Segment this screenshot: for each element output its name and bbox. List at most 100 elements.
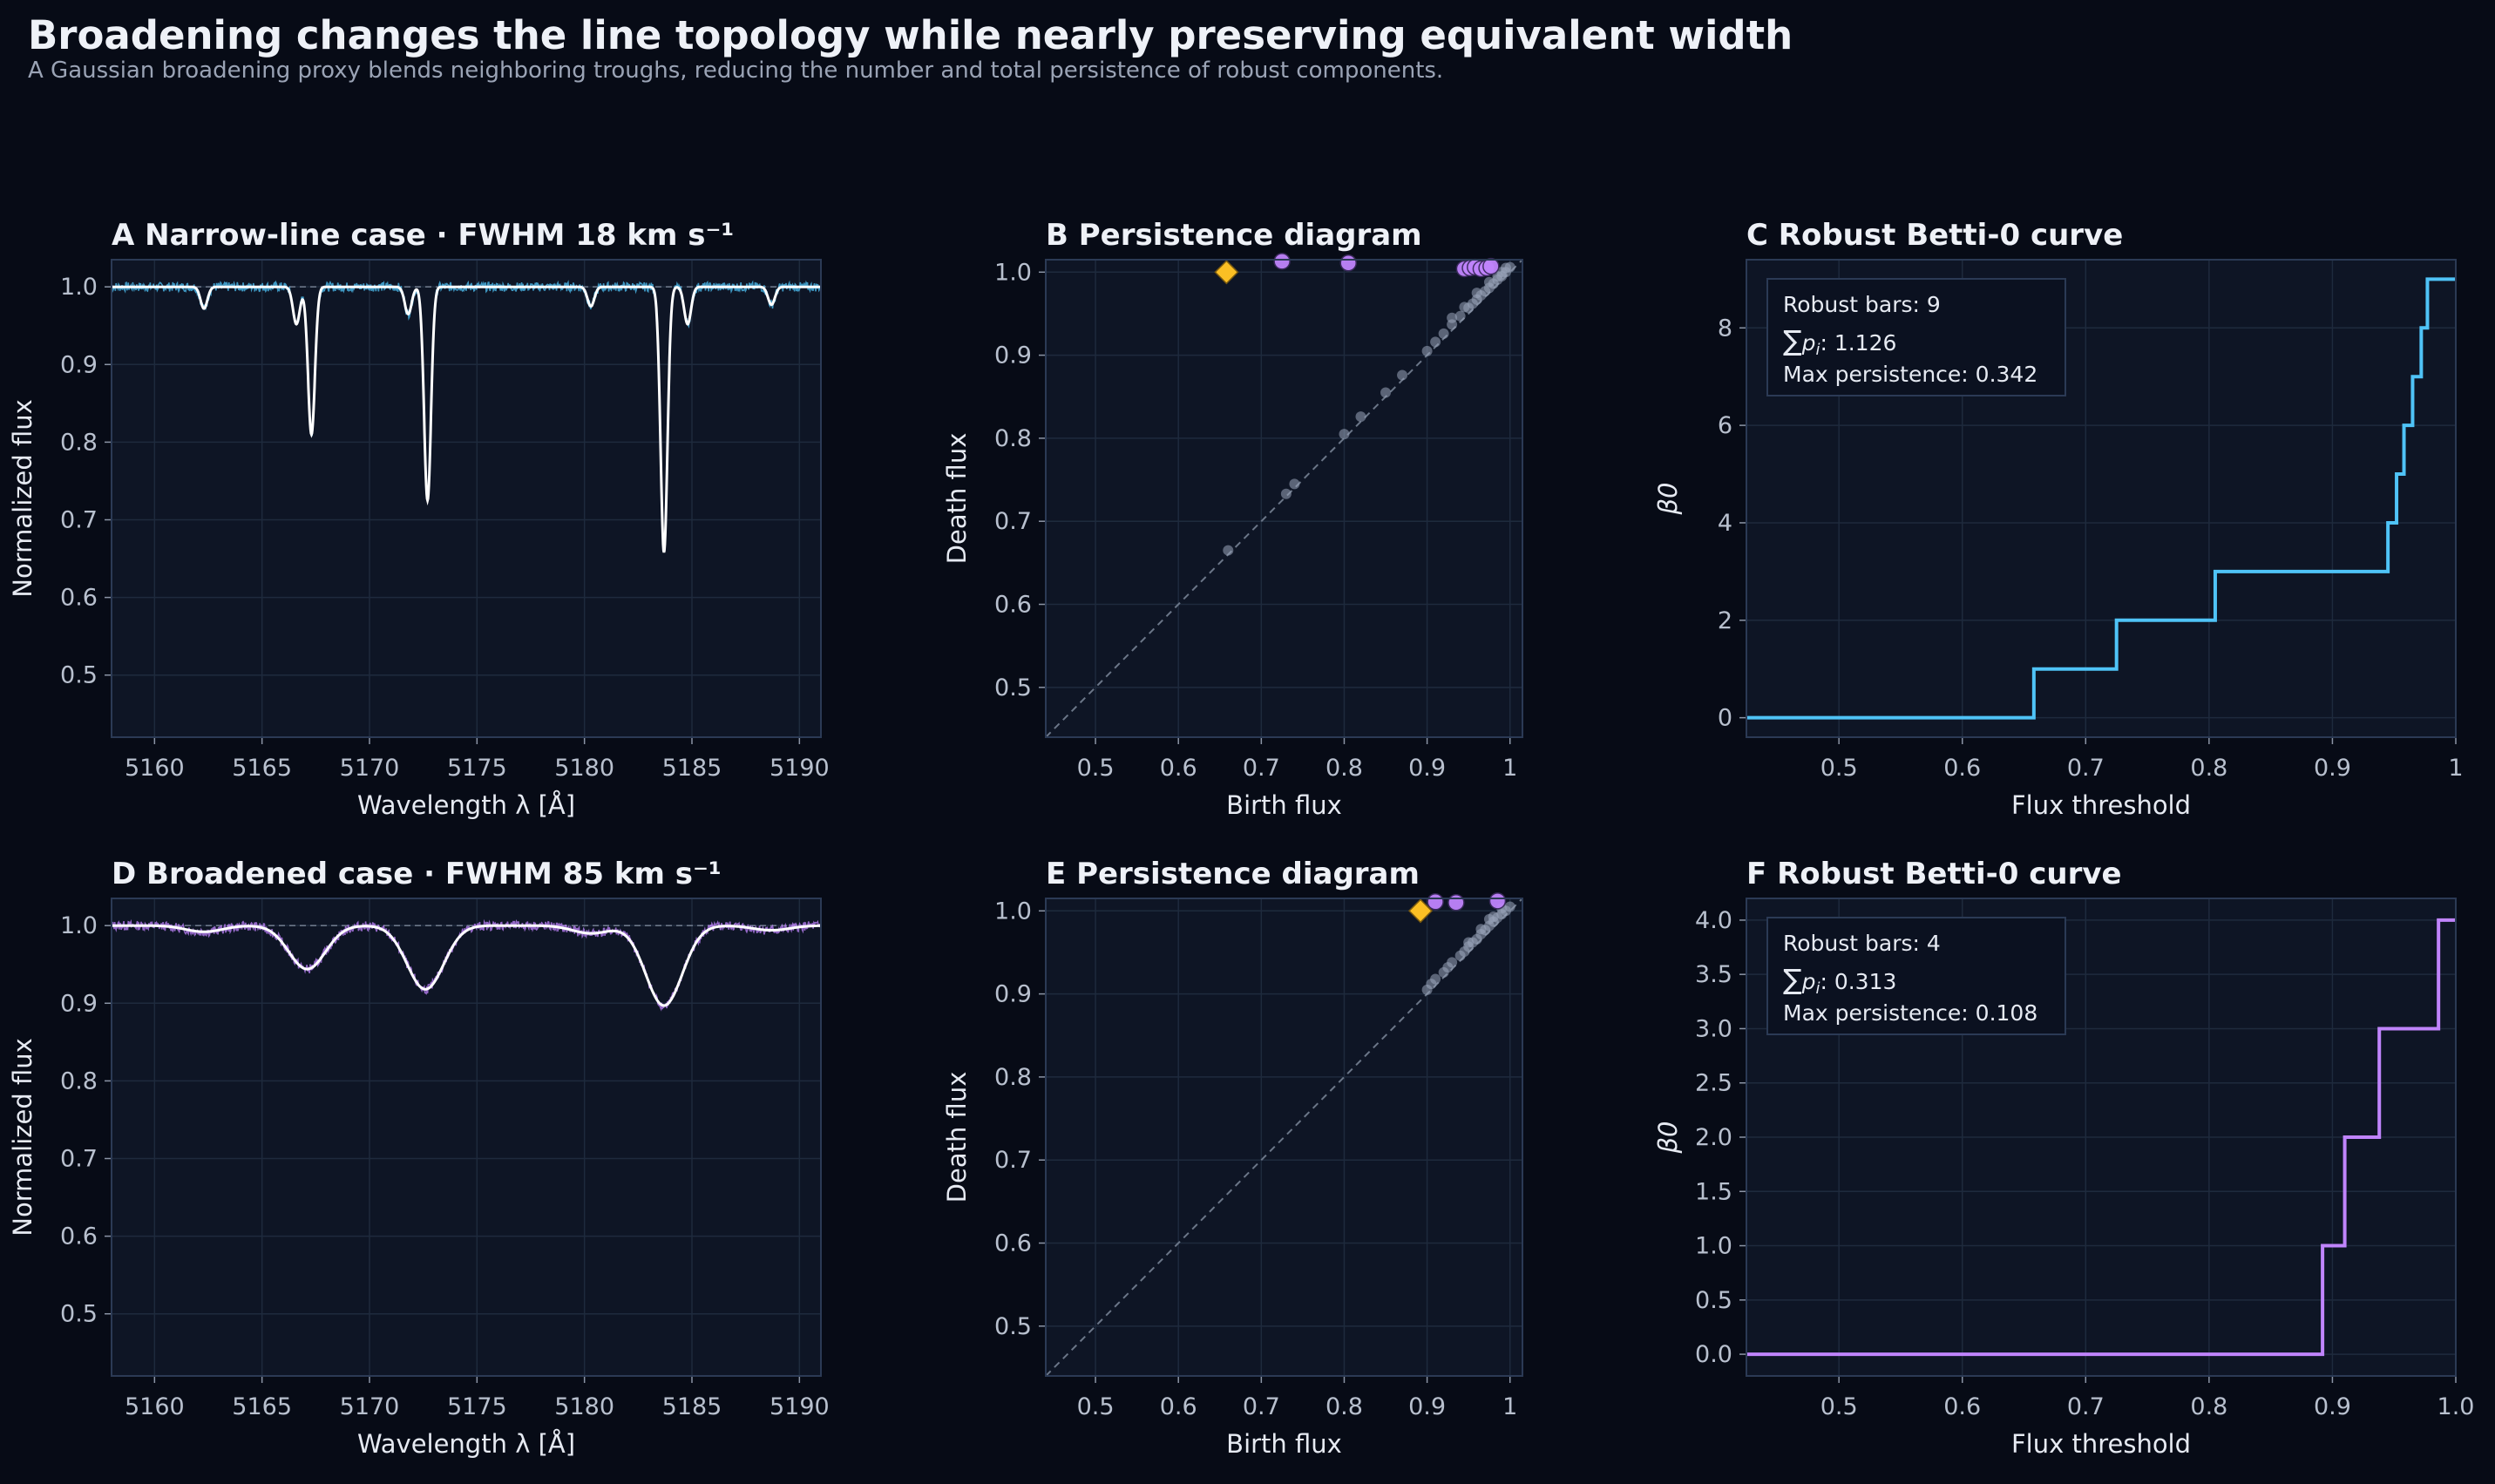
panel-title: A Narrow-line case · FWHM 18 km s⁻¹ <box>112 218 734 253</box>
y-tick-label: 0.8 <box>994 1064 1032 1091</box>
x-tick-label: 5190 <box>770 1393 830 1420</box>
robust-bars-count: Robust bars: 9 <box>1783 292 1941 317</box>
x-tick-label: 5160 <box>125 1393 185 1420</box>
noise-point <box>1483 913 1495 925</box>
y-tick-label: 0.6 <box>60 1223 98 1250</box>
y-tick-label: 1.0 <box>60 912 98 939</box>
y-tick-label: 0.9 <box>60 351 98 378</box>
x-tick-label: 0.7 <box>1243 755 1280 782</box>
plot-content <box>112 280 821 553</box>
y-tick-label: 0 <box>1718 705 1732 732</box>
plot-frame <box>1045 259 1523 738</box>
y-tick-label: 0.7 <box>994 508 1032 535</box>
y-tick-label: 0.9 <box>994 981 1032 1008</box>
x-axis-label: Flux threshold <box>2011 790 2191 820</box>
robust-point <box>1273 253 1291 270</box>
noise-point <box>1475 924 1487 935</box>
sum-symbol: ∑ <box>1783 963 1802 996</box>
noise-point <box>1430 336 1441 348</box>
diagonal-line <box>1045 898 1523 1377</box>
y-tick-label: 1.0 <box>994 259 1032 286</box>
y-axis-label: β0 <box>1653 483 1683 516</box>
x-tick-label: 0.5 <box>1077 755 1115 782</box>
x-tick-label: 0.8 <box>2190 755 2227 782</box>
figure-title: Broadening changes the line topology whi… <box>28 12 1793 58</box>
plot-frame <box>1746 259 2457 738</box>
x-tick-label: 5165 <box>232 1393 292 1420</box>
y-tick-label: 0.5 <box>60 1301 98 1328</box>
x-tick-label: 0.9 <box>2314 755 2351 782</box>
highest-persistence-marker <box>1407 898 1434 924</box>
x-tick-label: 5175 <box>447 755 507 782</box>
x-tick-label: 0.5 <box>1820 1393 1858 1420</box>
model-spectrum-line <box>112 285 821 553</box>
y-tick-label: 1.0 <box>60 274 98 301</box>
x-tick-label: 5170 <box>340 1393 400 1420</box>
sum-persistence-value: : 0.313 <box>1820 969 1896 994</box>
noise-point <box>1471 288 1482 299</box>
panel-title: E Persistence diagram <box>1046 857 1420 891</box>
noise-point <box>1280 488 1292 499</box>
y-tick-label: 1.5 <box>1695 1178 1732 1205</box>
plot-area <box>112 260 821 737</box>
panel-e: E Persistence diagram 0.5 0.6 0.7 0.8 0.9 1 0.5… <box>942 857 1523 1459</box>
noise-point <box>1438 328 1449 339</box>
noise-point <box>1339 429 1350 440</box>
plot-frame <box>111 898 822 1377</box>
y-tick-label: 2.5 <box>1695 1070 1732 1097</box>
panel-c: C Robust Betti-0 curve 0.5 0.6 0.7 0.8 0.9 1 0 2… <box>1653 218 2464 820</box>
y-tick-label: 4.0 <box>1695 907 1732 934</box>
panel-a: A Narrow-line case · FWHM 18 km s⁻¹ 5160 5… <box>8 218 830 820</box>
y-tick-label: 0.5 <box>994 674 1032 701</box>
y-tick-label: 2 <box>1718 607 1732 634</box>
x-tick-label: 1 <box>2448 755 2463 782</box>
panel-d: D Broadened case · FWHM 85 km s⁻¹ 5160 516… <box>8 857 830 1459</box>
robust-point <box>1482 257 1500 275</box>
y-tick-label: 2.0 <box>1695 1124 1732 1151</box>
y-axis-label: Death flux <box>942 1072 972 1203</box>
x-tick-label: 0.8 <box>1325 755 1363 782</box>
y-tick-label: 0.5 <box>60 662 98 689</box>
panel-f: F Robust Betti-0 curve 0.5 0.6 0.7 0.8 0.9 1.0… <box>1653 857 2474 1459</box>
x-tick-label: 0.9 <box>1408 1393 1446 1420</box>
y-tick-label: 0.6 <box>994 1230 1032 1257</box>
noise-point <box>1421 345 1433 356</box>
noise-point <box>1289 478 1300 490</box>
y-tick-label: 4 <box>1718 510 1732 537</box>
y-axis-label: Normalized flux <box>8 399 37 597</box>
y-tick-label: 0.7 <box>994 1147 1032 1174</box>
x-tick-label: 5190 <box>770 755 830 782</box>
model-spectrum-line <box>112 924 821 1007</box>
noise-point <box>1380 387 1392 398</box>
y-tick-label: 1.0 <box>1695 1233 1732 1260</box>
y-axis-label: Death flux <box>942 433 972 565</box>
robust-bars-count: Robust bars: 4 <box>1783 931 1941 956</box>
x-tick-label: 5180 <box>554 755 614 782</box>
x-tick-label: 0.7 <box>2067 1393 2105 1420</box>
x-tick-label: 0.9 <box>2314 1393 2351 1420</box>
plot-content <box>112 918 821 1012</box>
noise-point <box>1483 276 1495 288</box>
x-tick-label: 0.6 <box>1160 755 1197 782</box>
noise-point <box>1447 312 1458 323</box>
diagonal-line <box>1045 259 1523 738</box>
noise-point <box>1459 302 1470 313</box>
y-tick-label: 0.9 <box>994 342 1032 369</box>
x-tick-label: 1 <box>1502 1393 1517 1420</box>
x-tick-label: 1 <box>1502 755 1517 782</box>
x-tick-label: 1.0 <box>2437 1393 2475 1420</box>
y-tick-label: 0.8 <box>60 429 98 456</box>
figure-subtitle: A Gaussian broadening proxy blends neigh… <box>28 58 1444 84</box>
plot-frame <box>1746 898 2457 1377</box>
robust-point <box>1339 254 1357 272</box>
x-tick-label: 5175 <box>447 1393 507 1420</box>
x-tick-label: 0.9 <box>1408 755 1446 782</box>
x-tick-label: 0.6 <box>1943 755 1981 782</box>
y-axis-label: Normalized flux <box>8 1038 37 1236</box>
y-tick-label: 0.7 <box>60 507 98 534</box>
x-tick-label: 0.5 <box>1077 1393 1115 1420</box>
max-persistence: Max persistence: 0.108 <box>1783 1000 2037 1026</box>
panel-title: F Robust Betti-0 curve <box>1746 857 2122 891</box>
x-tick-label: 0.7 <box>2067 755 2105 782</box>
